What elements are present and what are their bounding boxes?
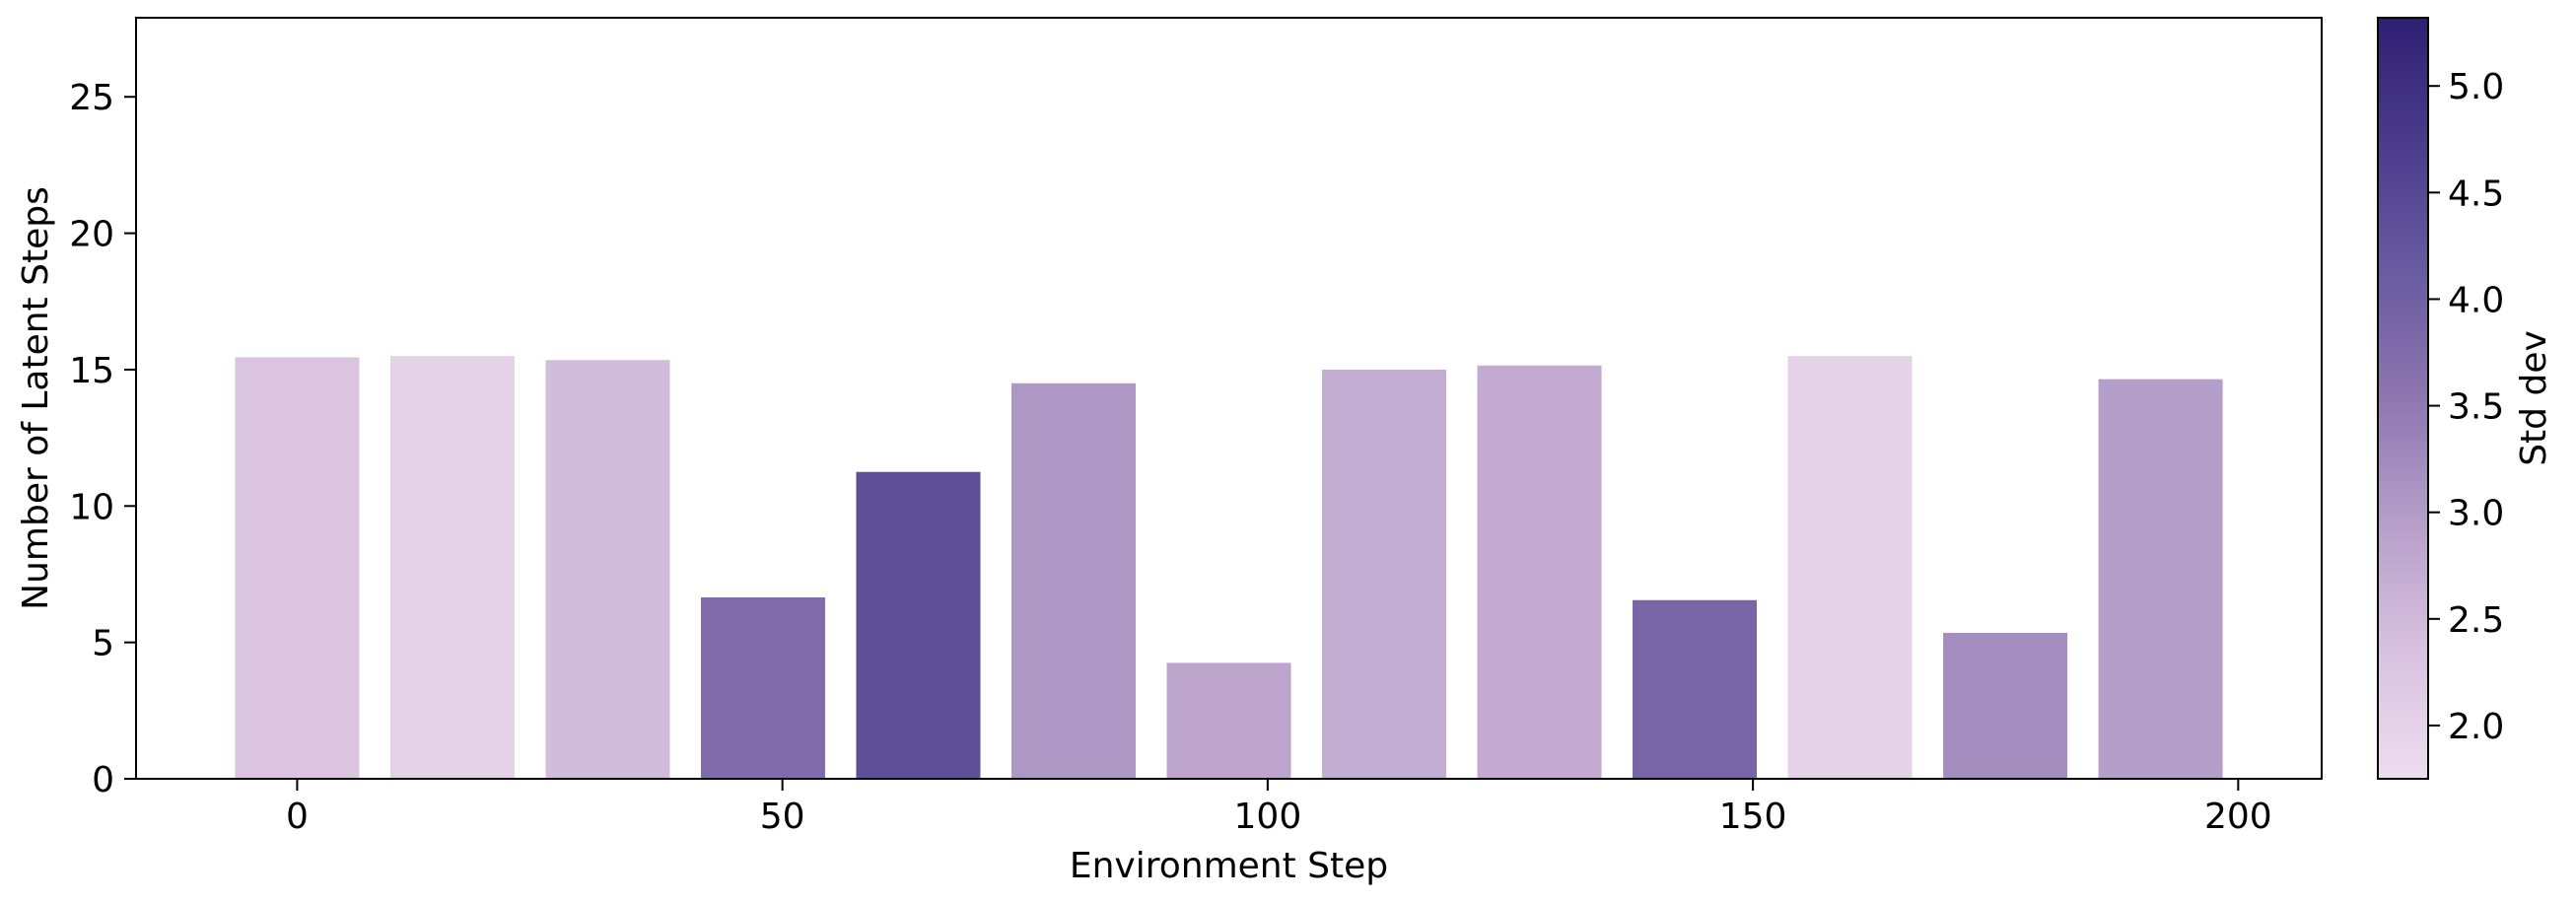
bar [1010,382,1136,779]
y-axis: 0 5 10 15 20 25 [69,78,136,800]
plot-frame [135,17,2323,780]
x-tick-label: 50 [760,797,805,837]
bar [1477,365,1602,779]
bar [389,356,515,779]
y-tick-label: 25 [69,78,114,118]
y-tick-label: 15 [69,351,114,391]
x-tick-label: 0 [286,797,309,837]
x-tick-label: 200 [2204,797,2272,837]
y-tick-label: 20 [69,215,114,255]
colorbar-tick-label: 4.5 [2448,174,2504,214]
y-axis-label: Number of Latent Steps [16,186,56,610]
bar [235,357,360,779]
colorbar-tick-label: 2.0 [2448,707,2504,747]
bar [1166,662,1291,779]
x-tick-label: 150 [1719,797,1787,837]
bar [545,360,670,779]
colorbar-tick-label: 5.0 [2448,67,2504,107]
colorbar-tick-label: 3.5 [2448,387,2504,428]
y-tick-label: 10 [69,487,114,527]
bar [856,471,981,779]
bar [1943,632,2068,779]
colorbar-tick-label: 2.5 [2448,600,2504,641]
colorbar-ticks: 2.0 2.5 3.0 3.5 4.0 4.5 5.0 [2428,67,2504,747]
y-tick-label: 0 [92,760,114,800]
x-axis-label: Environment Step [1070,846,1388,886]
bar [1633,599,1758,779]
colorbar-label: Std dev [2514,330,2554,466]
bar [1787,356,1913,779]
bar [2098,379,2223,779]
colorbar-tick-label: 3.0 [2448,494,2504,534]
bar [700,596,825,779]
y-tick-label: 5 [92,624,114,664]
bars [235,356,2223,779]
x-axis: 0 50 100 150 200 [286,779,2272,837]
x-tick-label: 100 [1234,797,1302,837]
colorbar [2377,17,2429,780]
bar [1322,369,1447,779]
colorbar-tick-label: 4.0 [2448,280,2504,320]
